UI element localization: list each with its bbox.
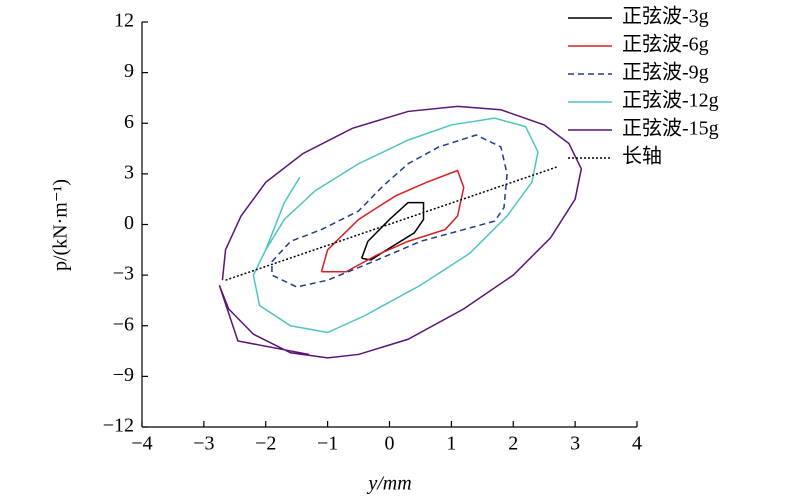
y-tick-label: −9 [113,364,134,386]
x-tick-label: −2 [255,433,276,455]
x-tick-label: 0 [385,433,395,455]
x-axis-label: y/mm [366,473,411,495]
legend-label: 长轴 [622,145,662,168]
y-tick-label: 12 [114,10,134,32]
series-line [320,169,465,273]
y-tick-label: −3 [113,263,134,285]
x-tick-label: 1 [446,433,456,455]
series-line [252,117,539,334]
y-tick-label: 3 [124,161,134,183]
x-tick-label: −4 [131,433,152,455]
x-tick-label: −1 [317,433,338,455]
x-tick-label: 2 [508,433,518,455]
y-axis-label: p/(kN·m⁻¹) [50,179,72,271]
series-line [271,134,508,288]
x-tick-label: −3 [193,433,214,455]
y-tick-label: 6 [124,111,134,133]
x-tick-label: 4 [632,433,642,455]
series-line [225,166,557,281]
series-line [218,105,583,359]
y-tick-label: 9 [124,60,134,82]
legend-label: 正弦波-3g [622,5,709,28]
y-tick-label: −6 [113,313,134,335]
y-tick-label: −12 [103,415,134,437]
x-tick-label: 3 [570,433,580,455]
legend-label: 正弦波-15g [622,117,719,140]
legend-label: 正弦波-9g [622,61,709,84]
legend-label: 正弦波-6g [622,33,709,56]
y-tick-label: 0 [124,212,134,234]
legend-label: 正弦波-12g [622,89,719,112]
